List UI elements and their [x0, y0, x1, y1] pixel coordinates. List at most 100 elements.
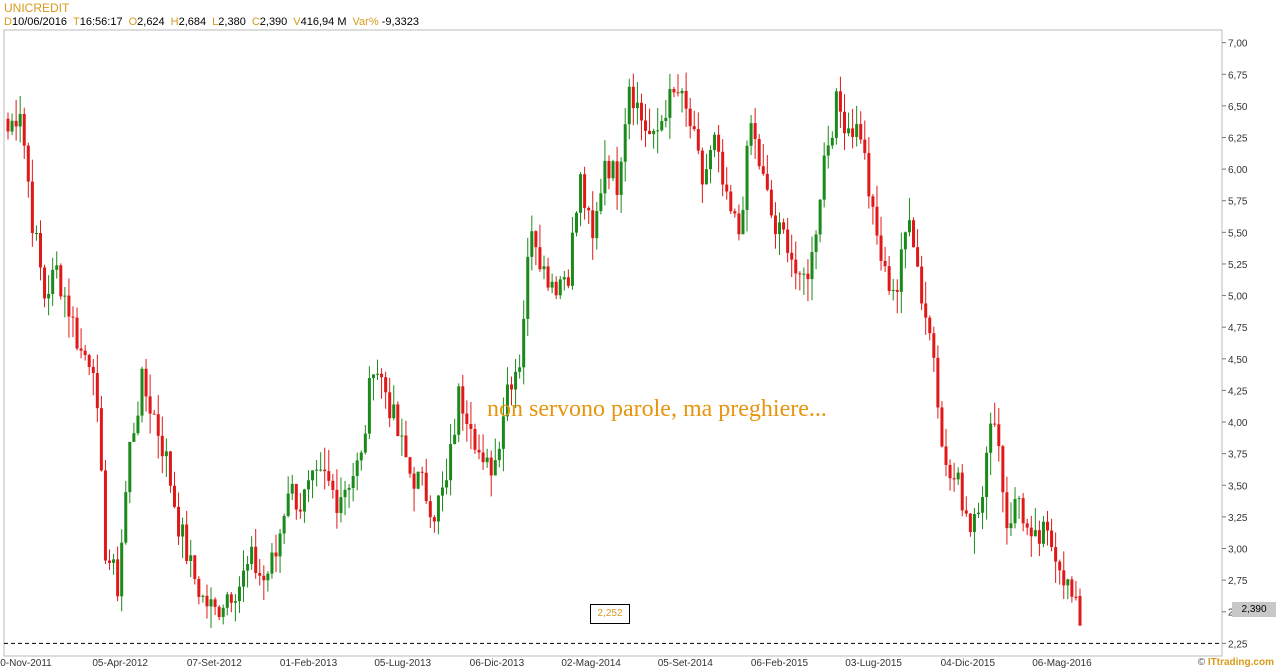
candle-body: [595, 211, 599, 239]
candle-body: [108, 560, 112, 563]
candle-body: [63, 295, 67, 297]
candle-body: [1037, 530, 1041, 544]
candle-body: [713, 134, 717, 151]
candle-body: [968, 513, 972, 532]
candle-body: [928, 317, 932, 334]
candle-body: [993, 423, 997, 425]
candle-body: [270, 552, 274, 574]
x-tick-label: 04-Dic-2015: [941, 658, 996, 669]
candle-body: [510, 384, 514, 390]
candle-body: [708, 150, 712, 170]
candle-body: [591, 210, 595, 239]
candle-body: [875, 206, 879, 236]
candle-body: [550, 281, 554, 288]
candle-body: [250, 546, 254, 565]
candle-body: [611, 161, 615, 179]
candle-body: [729, 191, 733, 212]
x-tick-label: 05-Lug-2013: [374, 658, 431, 669]
candle-body: [323, 469, 327, 472]
candle-body: [688, 108, 692, 127]
candle-body: [692, 126, 696, 130]
candle-body: [570, 232, 574, 286]
candle-body: [635, 102, 639, 109]
candle-body: [355, 460, 359, 476]
candle-body: [359, 452, 363, 461]
candle-body: [964, 510, 968, 514]
candle-body: [266, 573, 270, 581]
candle-body: [583, 174, 587, 208]
candle-body: [1041, 521, 1045, 544]
candle-body: [242, 570, 246, 587]
candle-body: [903, 232, 907, 250]
candle-body: [798, 273, 802, 275]
candle-body: [700, 150, 704, 185]
candle-body: [664, 117, 668, 122]
candle-body: [790, 252, 794, 260]
y-tick-label: 3,00: [1228, 545, 1248, 556]
candle-body: [668, 89, 672, 118]
candle-body: [989, 423, 993, 453]
header-item-o: O2,624: [128, 16, 165, 28]
candle-body: [899, 249, 903, 292]
x-tick-label: 07-Set-2012: [187, 658, 242, 669]
candle-body: [335, 489, 339, 513]
candle-body: [306, 480, 310, 490]
candle-body: [449, 444, 453, 481]
y-tick-label: 6,75: [1228, 70, 1248, 81]
candle-body: [603, 160, 607, 194]
candle-body: [725, 184, 729, 192]
candle-body: [871, 196, 875, 207]
candle-body: [526, 256, 530, 319]
candle-body: [826, 145, 830, 156]
candle-body: [749, 123, 753, 146]
candle-body: [290, 483, 294, 494]
header-item-l: L2,380: [212, 16, 246, 28]
candle-body: [814, 234, 818, 253]
y-tick-label: 2,75: [1228, 576, 1248, 587]
candle-body: [51, 269, 55, 294]
candle-body: [396, 404, 400, 437]
candle-body: [59, 265, 63, 297]
header-item-c: C2,390: [251, 16, 288, 28]
candle-body: [116, 559, 120, 597]
candle-body: [347, 487, 351, 490]
candle-body: [721, 151, 725, 185]
candle-body: [14, 120, 18, 127]
candle-body: [156, 414, 160, 436]
x-tick-label: 06-Feb-2015: [751, 658, 809, 669]
candle-body: [132, 433, 136, 442]
candle-body: [424, 472, 428, 502]
candle-body: [465, 413, 469, 425]
candle-body: [810, 252, 814, 280]
plot-frame: [3, 29, 1223, 657]
candle-body: [981, 497, 985, 513]
candle-body: [944, 446, 948, 465]
candle-body: [428, 501, 432, 518]
candle-body: [160, 435, 164, 457]
candle-body: [128, 441, 132, 493]
last-price-tag: 2,390: [1232, 602, 1276, 617]
candle-body: [879, 235, 883, 261]
candle-body: [258, 573, 262, 576]
y-tick-label: 3,75: [1228, 450, 1248, 461]
candle-body: [197, 578, 201, 597]
y-tick-label: 5,75: [1228, 197, 1248, 208]
candle-body: [477, 449, 481, 453]
candle-body: [773, 215, 777, 235]
candle-body: [26, 145, 30, 182]
candle-body: [696, 129, 700, 151]
candle-body: [952, 478, 956, 480]
candle-body: [644, 120, 648, 131]
candle-body: [351, 475, 355, 488]
candle-body: [380, 373, 384, 378]
candle-body: [1013, 499, 1017, 524]
y-tick-label: 4,00: [1228, 418, 1248, 429]
candle-body: [920, 266, 924, 304]
candle-body: [144, 368, 148, 397]
candle-body: [757, 139, 761, 167]
symbol-title: UNICREDIT: [4, 1, 70, 15]
candle-body: [140, 368, 144, 416]
candle-body: [1017, 498, 1021, 500]
candle-body: [1029, 527, 1033, 537]
